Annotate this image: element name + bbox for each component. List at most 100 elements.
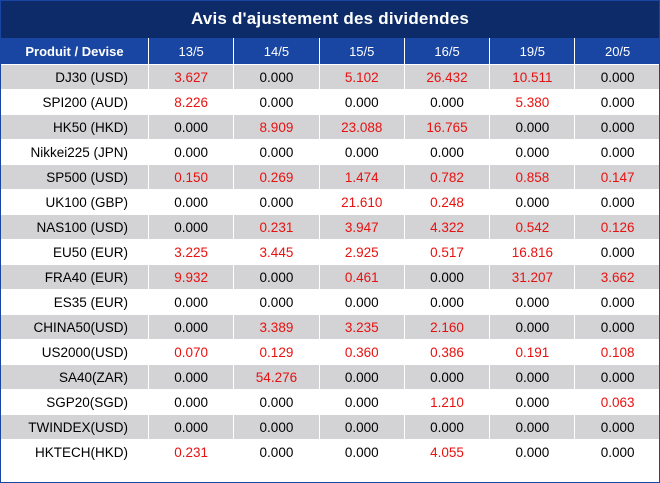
- dividend-value-cell: 0.000: [574, 89, 660, 115]
- dividend-value-cell: 0.191: [489, 339, 576, 365]
- dividend-value-cell: 0.000: [147, 364, 235, 390]
- table-row: NAS100 (USD) 0.000 0.231 3.947 4.322 0.542 0.1…: [0, 214, 660, 240]
- dividend-value-cell: 0.000: [233, 439, 320, 465]
- dividend-value-cell: 23.088: [318, 114, 405, 140]
- dividend-value-cell: 0.000: [489, 314, 576, 340]
- page-title: Avis d'ajustement des dividendes: [0, 0, 660, 38]
- dividend-value-cell: 3.947: [318, 214, 405, 240]
- table-row: TWINDEX(USD) 0.000 0.000 0.000 0.000 0.000 0.0…: [0, 414, 660, 440]
- dividend-value-cell: 3.662: [574, 264, 660, 290]
- product-cell: UK100 (GBP): [0, 189, 149, 215]
- dividend-value-cell: 0.000: [403, 414, 491, 440]
- dividend-value-cell: 0.000: [318, 414, 405, 440]
- dividend-value-cell: 0.000: [489, 389, 576, 415]
- dividend-value-cell: 0.126: [574, 214, 660, 240]
- dividend-value-cell: 3.445: [233, 239, 320, 265]
- header-row: Produit / Devise 13/5 14/5 15/5 16/5 19/…: [0, 38, 660, 65]
- dividend-value-cell: 3.235: [318, 314, 405, 340]
- product-cell: CHINA50(USD): [0, 314, 149, 340]
- dividend-value-cell: 0.063: [574, 389, 660, 415]
- dividend-value-cell: 0.231: [233, 214, 320, 240]
- table-row: UK100 (GBP) 0.000 0.000 21.610 0.248 0.000 0.0…: [0, 189, 660, 215]
- dividend-value-cell: 0.360: [318, 339, 405, 365]
- dividend-value-cell: 0.000: [574, 139, 660, 165]
- dividend-value-cell: 8.226: [147, 89, 235, 115]
- dividend-value-cell: 5.102: [318, 64, 405, 90]
- dividend-value-cell: 1.474: [318, 164, 405, 190]
- product-cell: EU50 (EUR): [0, 239, 149, 265]
- product-cell: NAS100 (USD): [0, 214, 149, 240]
- table-row: SP500 (USD) 0.150 0.269 1.474 0.782 0.858 0.14…: [0, 164, 660, 190]
- table-row: ES35 (EUR) 0.000 0.000 0.000 0.000 0.000 0.000: [0, 289, 660, 315]
- table-row: SPI200 (AUD) 8.226 0.000 0.000 0.000 5.380 0.0…: [0, 89, 660, 115]
- dividend-value-cell: 0.000: [403, 89, 491, 115]
- dividend-value-cell: 0.858: [489, 164, 576, 190]
- dividend-value-cell: 0.000: [233, 389, 320, 415]
- dividend-value-cell: 21.610: [318, 189, 405, 215]
- dividend-value-cell: 0.231: [147, 439, 235, 465]
- product-cell: SPI200 (AUD): [0, 89, 149, 115]
- dividend-value-cell: 0.000: [318, 289, 405, 315]
- product-cell: DJ30 (USD): [0, 64, 149, 90]
- dividend-value-cell: 0.000: [318, 139, 405, 165]
- dividend-value-cell: 0.000: [318, 439, 405, 465]
- dividend-value-cell: 3.389: [233, 314, 320, 340]
- dividend-value-cell: 5.380: [489, 89, 576, 115]
- dividend-value-cell: 0.000: [233, 189, 320, 215]
- dividend-value-cell: 0.070: [147, 339, 235, 365]
- dividend-value-cell: 0.000: [574, 239, 660, 265]
- dividend-value-cell: 0.000: [318, 89, 405, 115]
- dividend-value-cell: 0.000: [489, 439, 576, 465]
- column-header-date: 16/5: [403, 38, 491, 65]
- dividend-value-cell: 0.000: [147, 114, 235, 140]
- table-row: FRA40 (EUR) 9.932 0.000 0.461 0.000 31.207 3.6…: [0, 264, 660, 290]
- dividend-value-cell: 4.055: [403, 439, 491, 465]
- dividend-table: Produit / Devise 13/5 14/5 15/5 16/5 19/…: [0, 38, 660, 465]
- dividend-value-cell: 0.000: [403, 289, 491, 315]
- column-header-date: 14/5: [233, 38, 320, 65]
- dividend-value-cell: 0.000: [574, 314, 660, 340]
- dividend-value-cell: 26.432: [403, 64, 491, 90]
- dividend-value-cell: 0.000: [147, 314, 235, 340]
- dividend-value-cell: 0.000: [489, 189, 576, 215]
- dividend-value-cell: 0.000: [403, 364, 491, 390]
- table-row: SGP20(SGD) 0.000 0.000 0.000 1.210 0.000 0.063: [0, 389, 660, 415]
- dividend-value-cell: 0.000: [403, 264, 491, 290]
- product-cell: TWINDEX(USD): [0, 414, 149, 440]
- dividend-value-cell: 0.517: [403, 239, 491, 265]
- dividend-value-cell: 0.000: [233, 289, 320, 315]
- dividend-value-cell: 54.276: [233, 364, 320, 390]
- dividend-value-cell: 0.000: [233, 139, 320, 165]
- table-row: HK50 (HKD) 0.000 8.909 23.088 16.765 0.000 0.0…: [0, 114, 660, 140]
- column-header-date: 13/5: [147, 38, 235, 65]
- dividend-value-cell: 3.627: [147, 64, 235, 90]
- product-cell: SP500 (USD): [0, 164, 149, 190]
- dividend-value-cell: 0.000: [147, 289, 235, 315]
- dividend-value-cell: 0.129: [233, 339, 320, 365]
- product-cell: US2000(USD): [0, 339, 149, 365]
- dividend-value-cell: 0.782: [403, 164, 491, 190]
- table-row: SA40(ZAR) 0.000 54.276 0.000 0.000 0.000 0.000: [0, 364, 660, 390]
- dividend-value-cell: 0.000: [147, 139, 235, 165]
- dividend-value-cell: 2.160: [403, 314, 491, 340]
- dividend-value-cell: 0.000: [574, 114, 660, 140]
- dividend-value-cell: 0.000: [318, 364, 405, 390]
- dividend-value-cell: 4.322: [403, 214, 491, 240]
- table-row: HKTECH(HKD) 0.231 0.000 0.000 4.055 0.000 0.00…: [0, 439, 660, 465]
- dividend-value-cell: 0.000: [233, 264, 320, 290]
- product-cell: FRA40 (EUR): [0, 264, 149, 290]
- dividend-value-cell: 0.000: [403, 139, 491, 165]
- dividend-value-cell: 2.925: [318, 239, 405, 265]
- dividend-value-cell: 16.816: [489, 239, 576, 265]
- product-cell: SA40(ZAR): [0, 364, 149, 390]
- dividend-value-cell: 0.108: [574, 339, 660, 365]
- dividend-value-cell: 0.000: [489, 289, 576, 315]
- product-cell: HKTECH(HKD): [0, 439, 149, 465]
- dividend-value-cell: 0.000: [574, 414, 660, 440]
- table-row: CHINA50(USD) 0.000 3.389 3.235 2.160 0.000 0.0…: [0, 314, 660, 340]
- column-header-date: 15/5: [318, 38, 405, 65]
- product-cell: Nikkei225 (JPN): [0, 139, 149, 165]
- dividend-value-cell: 0.150: [147, 164, 235, 190]
- dividend-value-cell: 0.000: [489, 364, 576, 390]
